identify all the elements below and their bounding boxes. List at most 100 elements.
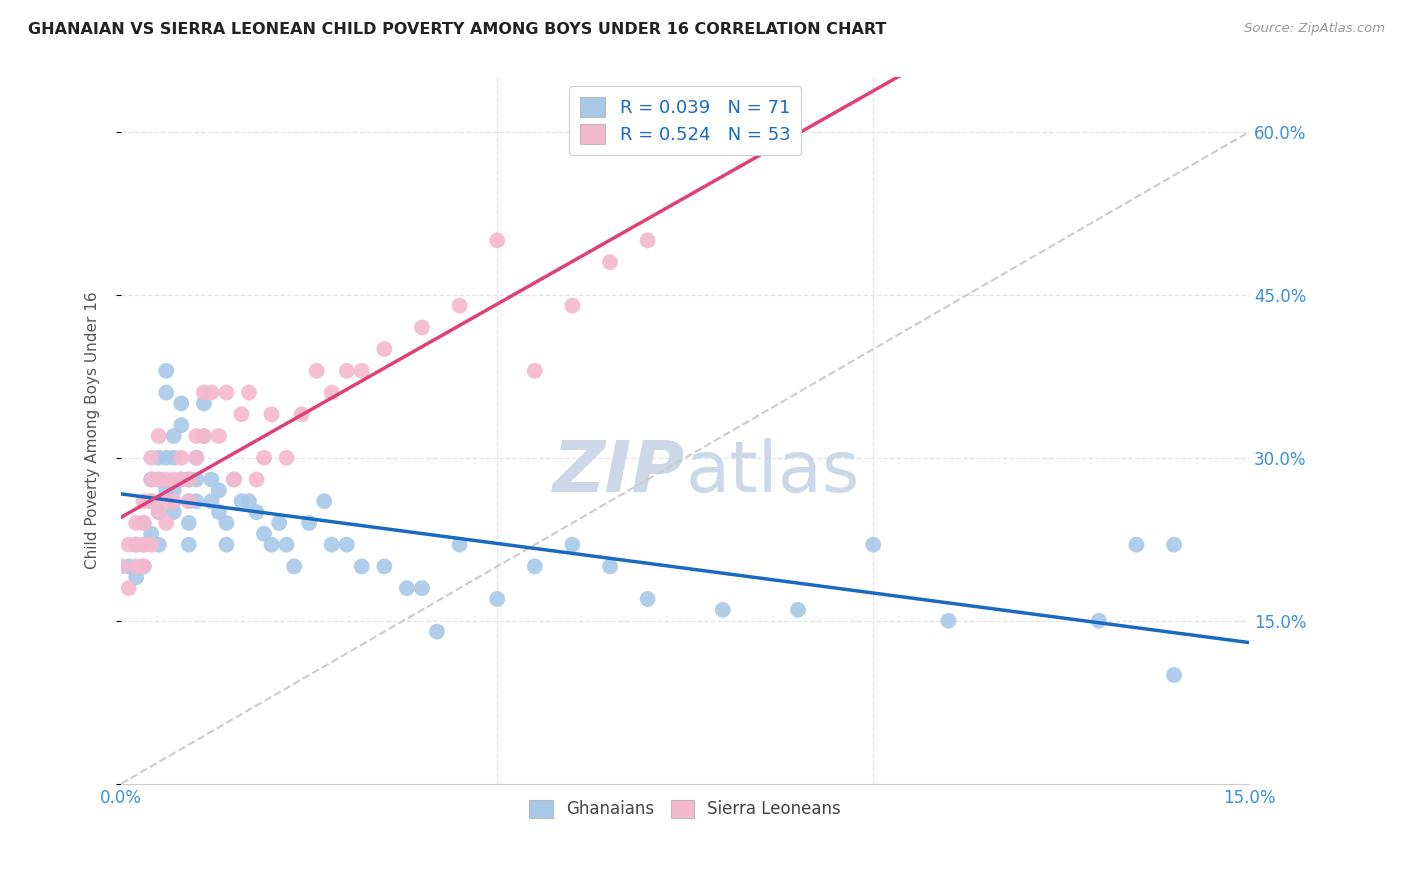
Point: [411, 320, 433, 334]
Point: [208, 483, 231, 498]
Point: [298, 516, 321, 530]
Point: [208, 505, 231, 519]
Point: [561, 299, 583, 313]
Point: [132, 559, 155, 574]
Point: [373, 342, 395, 356]
Point: [148, 429, 170, 443]
Point: [253, 526, 276, 541]
Point: [186, 473, 208, 487]
Point: [170, 450, 193, 465]
Point: [141, 526, 163, 541]
Legend: Ghanaians, Sierra Leoneans: Ghanaians, Sierra Leoneans: [523, 793, 848, 825]
Point: [155, 494, 177, 508]
Point: [148, 450, 170, 465]
Point: [170, 473, 193, 487]
Point: [321, 385, 343, 400]
Point: [200, 494, 222, 508]
Point: [215, 516, 238, 530]
Point: [141, 473, 163, 487]
Point: [132, 516, 155, 530]
Point: [238, 385, 260, 400]
Point: [523, 364, 546, 378]
Point: [118, 538, 141, 552]
Point: [155, 516, 177, 530]
Point: [186, 450, 208, 465]
Point: [1088, 614, 1111, 628]
Point: [486, 592, 509, 607]
Point: [125, 538, 148, 552]
Point: [177, 538, 200, 552]
Point: [118, 581, 141, 595]
Point: [193, 429, 215, 443]
Point: [260, 538, 283, 552]
Point: [177, 473, 200, 487]
Point: [637, 592, 659, 607]
Point: [523, 559, 546, 574]
Point: [155, 385, 177, 400]
Point: [599, 255, 621, 269]
Point: [132, 559, 155, 574]
Point: [222, 473, 245, 487]
Point: [231, 494, 253, 508]
Point: [163, 494, 186, 508]
Point: [283, 559, 305, 574]
Point: [163, 483, 186, 498]
Point: [163, 429, 186, 443]
Point: [245, 473, 267, 487]
Point: [148, 505, 170, 519]
Point: [170, 473, 193, 487]
Point: [350, 559, 373, 574]
Point: [276, 450, 298, 465]
Point: [561, 538, 583, 552]
Point: [110, 559, 132, 574]
Point: [215, 385, 238, 400]
Point: [141, 494, 163, 508]
Point: [177, 516, 200, 530]
Point: [177, 494, 200, 508]
Point: [938, 614, 960, 628]
Point: [238, 494, 260, 508]
Point: [245, 505, 267, 519]
Y-axis label: Child Poverty Among Boys Under 16: Child Poverty Among Boys Under 16: [86, 292, 100, 569]
Text: Source: ZipAtlas.com: Source: ZipAtlas.com: [1244, 22, 1385, 36]
Point: [132, 538, 155, 552]
Point: [132, 538, 155, 552]
Point: [148, 473, 170, 487]
Point: [186, 450, 208, 465]
Point: [711, 603, 734, 617]
Point: [314, 494, 336, 508]
Point: [253, 450, 276, 465]
Point: [177, 473, 200, 487]
Point: [155, 450, 177, 465]
Point: [148, 473, 170, 487]
Text: GHANAIAN VS SIERRA LEONEAN CHILD POVERTY AMONG BOYS UNDER 16 CORRELATION CHART: GHANAIAN VS SIERRA LEONEAN CHILD POVERTY…: [28, 22, 887, 37]
Point: [163, 473, 186, 487]
Point: [305, 364, 328, 378]
Point: [163, 450, 186, 465]
Point: [125, 516, 148, 530]
Point: [862, 538, 884, 552]
Point: [163, 505, 186, 519]
Point: [193, 385, 215, 400]
Point: [148, 538, 170, 552]
Point: [1125, 538, 1147, 552]
Point: [200, 385, 222, 400]
Point: [449, 538, 471, 552]
Point: [177, 494, 200, 508]
Point: [787, 603, 810, 617]
Point: [449, 299, 471, 313]
Point: [276, 538, 298, 552]
Point: [170, 418, 193, 433]
Point: [411, 581, 433, 595]
Point: [222, 473, 245, 487]
Point: [132, 516, 155, 530]
Point: [395, 581, 418, 595]
Point: [200, 473, 222, 487]
Point: [215, 538, 238, 552]
Point: [155, 473, 177, 487]
Point: [1163, 668, 1185, 682]
Point: [141, 450, 163, 465]
Point: [118, 559, 141, 574]
Point: [170, 396, 193, 410]
Point: [141, 538, 163, 552]
